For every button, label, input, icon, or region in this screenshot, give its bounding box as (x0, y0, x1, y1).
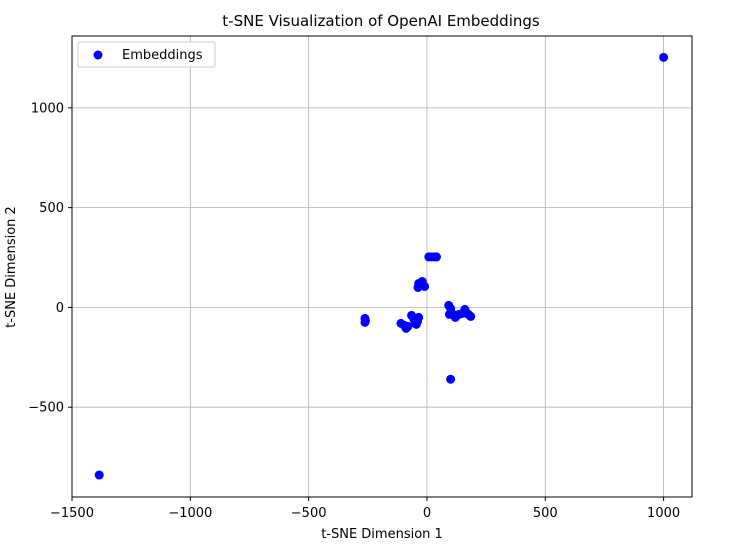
y-tick-label: −500 (28, 401, 64, 416)
data-point (431, 252, 441, 262)
data-point (411, 317, 421, 327)
legend-box (77, 41, 216, 68)
grid (71, 36, 692, 497)
y-tick-label: 500 (39, 201, 64, 216)
data-point (416, 280, 426, 290)
data-point (659, 52, 669, 62)
data-points (94, 52, 669, 480)
x-axis-ticks: −1500 −1000 −500 0 500 1000 (50, 497, 680, 521)
y-tick-label: 0 (56, 301, 64, 316)
data-point (94, 470, 104, 480)
y-axis-title: t-SNE Dimension 2 (4, 206, 19, 328)
data-point (466, 311, 476, 321)
x-tick-label: −500 (291, 506, 327, 521)
y-tick-label: 1000 (31, 101, 64, 116)
x-tick-label: 500 (533, 506, 558, 521)
x-tick-label: 0 (423, 506, 431, 521)
x-tick-label: −1000 (168, 506, 212, 521)
legend-marker (93, 50, 103, 60)
legend-label: Embeddings (122, 48, 203, 63)
legend: Embeddings (77, 41, 216, 68)
data-point (360, 315, 370, 325)
data-point (446, 374, 456, 384)
x-tick-label: 1000 (647, 506, 680, 521)
data-point (403, 321, 413, 331)
plot-area-frame (71, 35, 693, 498)
data-point (457, 308, 467, 318)
chart-title: t-SNE Visualization of OpenAI Embeddings (222, 12, 540, 30)
x-tick-label: −1500 (50, 506, 94, 521)
y-axis-ticks: −500 0 500 1000 (28, 101, 72, 416)
x-axis-title: t-SNE Dimension 1 (321, 527, 443, 542)
